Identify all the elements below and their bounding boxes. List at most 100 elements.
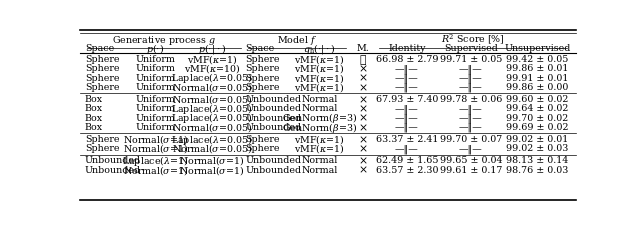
Text: Normal($\sigma$=0.05): Normal($\sigma$=0.05): [172, 143, 252, 155]
Text: $\times$: $\times$: [358, 143, 367, 154]
Text: $q_{\mathrm{h}}(\cdot|\cdot)$: $q_{\mathrm{h}}(\cdot|\cdot)$: [303, 42, 336, 56]
Text: Sphere: Sphere: [245, 55, 280, 64]
Text: 99.61 ± 0.17: 99.61 ± 0.17: [440, 166, 502, 175]
Text: Unbounded: Unbounded: [245, 166, 301, 175]
Text: 98.13 ± 0.14: 98.13 ± 0.14: [506, 156, 568, 165]
Text: 99.42 ± 0.05: 99.42 ± 0.05: [506, 55, 568, 64]
Text: Sphere: Sphere: [85, 83, 120, 92]
Text: Uniform: Uniform: [136, 64, 175, 73]
Text: vMF($\kappa$=1): vMF($\kappa$=1): [294, 143, 345, 155]
Text: Space: Space: [85, 44, 114, 53]
Text: Laplace($\lambda$=0.05): Laplace($\lambda$=0.05): [171, 102, 253, 116]
Text: Normal($\sigma$=1): Normal($\sigma$=1): [179, 164, 244, 177]
Text: Sphere: Sphere: [85, 55, 120, 64]
Text: GenNorm($\beta$=3): GenNorm($\beta$=3): [282, 121, 357, 135]
Text: Laplace($\lambda$=0.05): Laplace($\lambda$=0.05): [171, 133, 253, 147]
Text: $\times$: $\times$: [358, 94, 367, 105]
Text: Uniform: Uniform: [136, 114, 175, 123]
Text: Box: Box: [85, 123, 103, 132]
Text: $\times$: $\times$: [358, 165, 367, 176]
Text: vMF($\kappa$=1): vMF($\kappa$=1): [294, 133, 345, 146]
Text: Sphere: Sphere: [85, 135, 120, 144]
Text: —‖—: —‖—: [459, 104, 483, 114]
Text: 98.76 ± 0.03: 98.76 ± 0.03: [506, 166, 568, 175]
Text: vMF($\kappa$=1): vMF($\kappa$=1): [294, 62, 345, 75]
Text: Unbounded: Unbounded: [245, 156, 301, 165]
Text: 66.98 ± 2.79: 66.98 ± 2.79: [376, 55, 438, 64]
Text: 99.64 ± 0.02: 99.64 ± 0.02: [506, 104, 568, 114]
Text: Normal: Normal: [301, 95, 338, 104]
Text: —‖—: —‖—: [395, 114, 419, 123]
Text: —‖—: —‖—: [459, 74, 483, 83]
Text: —‖—: —‖—: [459, 83, 483, 92]
Text: 62.49 ± 1.65: 62.49 ± 1.65: [376, 156, 438, 165]
Text: Identity: Identity: [388, 44, 426, 53]
Text: $p(\cdot)$: $p(\cdot)$: [147, 42, 164, 56]
Text: Uniform: Uniform: [136, 95, 175, 104]
Text: 99.86 ± 0.01: 99.86 ± 0.01: [506, 64, 568, 73]
Text: 63.57 ± 2.30: 63.57 ± 2.30: [376, 166, 438, 175]
Text: Normal($\sigma$=0.05): Normal($\sigma$=0.05): [172, 81, 252, 94]
Text: Model $f$: Model $f$: [277, 34, 317, 47]
Text: Sphere: Sphere: [85, 74, 120, 83]
Text: —‖—: —‖—: [395, 64, 419, 74]
Text: vMF($\kappa$=1): vMF($\kappa$=1): [187, 53, 237, 66]
Text: Box: Box: [85, 95, 103, 104]
Text: 99.65 ± 0.04: 99.65 ± 0.04: [440, 156, 502, 165]
Text: 67.93 ± 7.40: 67.93 ± 7.40: [376, 95, 438, 104]
Text: 99.70 ± 0.07: 99.70 ± 0.07: [440, 135, 502, 144]
Text: 63.37 ± 2.41: 63.37 ± 2.41: [376, 135, 438, 144]
Text: $\times$: $\times$: [358, 155, 367, 166]
Text: GenNorm($\beta$=3): GenNorm($\beta$=3): [282, 111, 357, 125]
Text: Sphere: Sphere: [245, 135, 280, 144]
Text: 99.91 ± 0.01: 99.91 ± 0.01: [506, 74, 568, 83]
Text: Sphere: Sphere: [245, 144, 280, 153]
Text: Box: Box: [85, 114, 103, 123]
Text: 99.71 ± 0.05: 99.71 ± 0.05: [440, 55, 502, 64]
Text: 99.69 ± 0.02: 99.69 ± 0.02: [506, 123, 568, 132]
Text: $p(\cdot|\cdot)$: $p(\cdot|\cdot)$: [198, 42, 226, 56]
Text: $\times$: $\times$: [358, 122, 367, 133]
Text: —‖—: —‖—: [459, 64, 483, 74]
Text: —‖—: —‖—: [459, 144, 483, 154]
Text: M.: M.: [356, 44, 369, 53]
Text: Box: Box: [85, 104, 103, 114]
Text: Unbounded: Unbounded: [245, 114, 301, 123]
Text: $R^2$ Score [%]: $R^2$ Score [%]: [441, 33, 505, 47]
Text: —‖—: —‖—: [395, 83, 419, 92]
Text: —‖—: —‖—: [395, 144, 419, 154]
Text: Normal($\sigma$=0.05): Normal($\sigma$=0.05): [172, 93, 252, 106]
Text: 99.02 ± 0.03: 99.02 ± 0.03: [506, 144, 568, 153]
Text: Unbounded: Unbounded: [245, 123, 301, 132]
Text: Uniform: Uniform: [136, 55, 175, 64]
Text: Normal: Normal: [301, 104, 338, 114]
Text: Uniform: Uniform: [136, 123, 175, 132]
Text: 99.02 ± 0.01: 99.02 ± 0.01: [506, 135, 568, 144]
Text: Normal: Normal: [301, 166, 338, 175]
Text: Unbounded: Unbounded: [245, 95, 301, 104]
Text: 99.86 ± 0.00: 99.86 ± 0.00: [506, 83, 568, 92]
Text: Uniform: Uniform: [136, 74, 175, 83]
Text: Uniform: Uniform: [136, 104, 175, 114]
Text: Unsupervised: Unsupervised: [504, 44, 570, 53]
Text: vMF($\kappa$=1): vMF($\kappa$=1): [294, 72, 345, 85]
Text: —‖—: —‖—: [395, 123, 419, 132]
Text: $\times$: $\times$: [358, 113, 367, 124]
Text: Laplace($\lambda$=0.05): Laplace($\lambda$=0.05): [171, 71, 253, 85]
Text: vMF($\kappa$=1): vMF($\kappa$=1): [294, 53, 345, 66]
Text: Normal($\sigma$=1): Normal($\sigma$=1): [123, 133, 188, 146]
Text: Uniform: Uniform: [136, 83, 175, 92]
Text: 99.78 ± 0.06: 99.78 ± 0.06: [440, 95, 502, 104]
Text: Sphere: Sphere: [85, 144, 120, 153]
Text: Unbounded: Unbounded: [245, 104, 301, 114]
Text: Unbounded: Unbounded: [85, 156, 141, 165]
Text: —‖—: —‖—: [395, 104, 419, 114]
Text: Sphere: Sphere: [245, 64, 280, 73]
Text: $\times$: $\times$: [358, 73, 367, 84]
Text: Normal($\sigma$=1): Normal($\sigma$=1): [179, 154, 244, 167]
Text: Normal: Normal: [301, 156, 338, 165]
Text: Normal($\sigma$=0.05): Normal($\sigma$=0.05): [172, 121, 252, 134]
Text: —‖—: —‖—: [459, 114, 483, 123]
Text: Sphere: Sphere: [245, 74, 280, 83]
Text: Sphere: Sphere: [85, 64, 120, 73]
